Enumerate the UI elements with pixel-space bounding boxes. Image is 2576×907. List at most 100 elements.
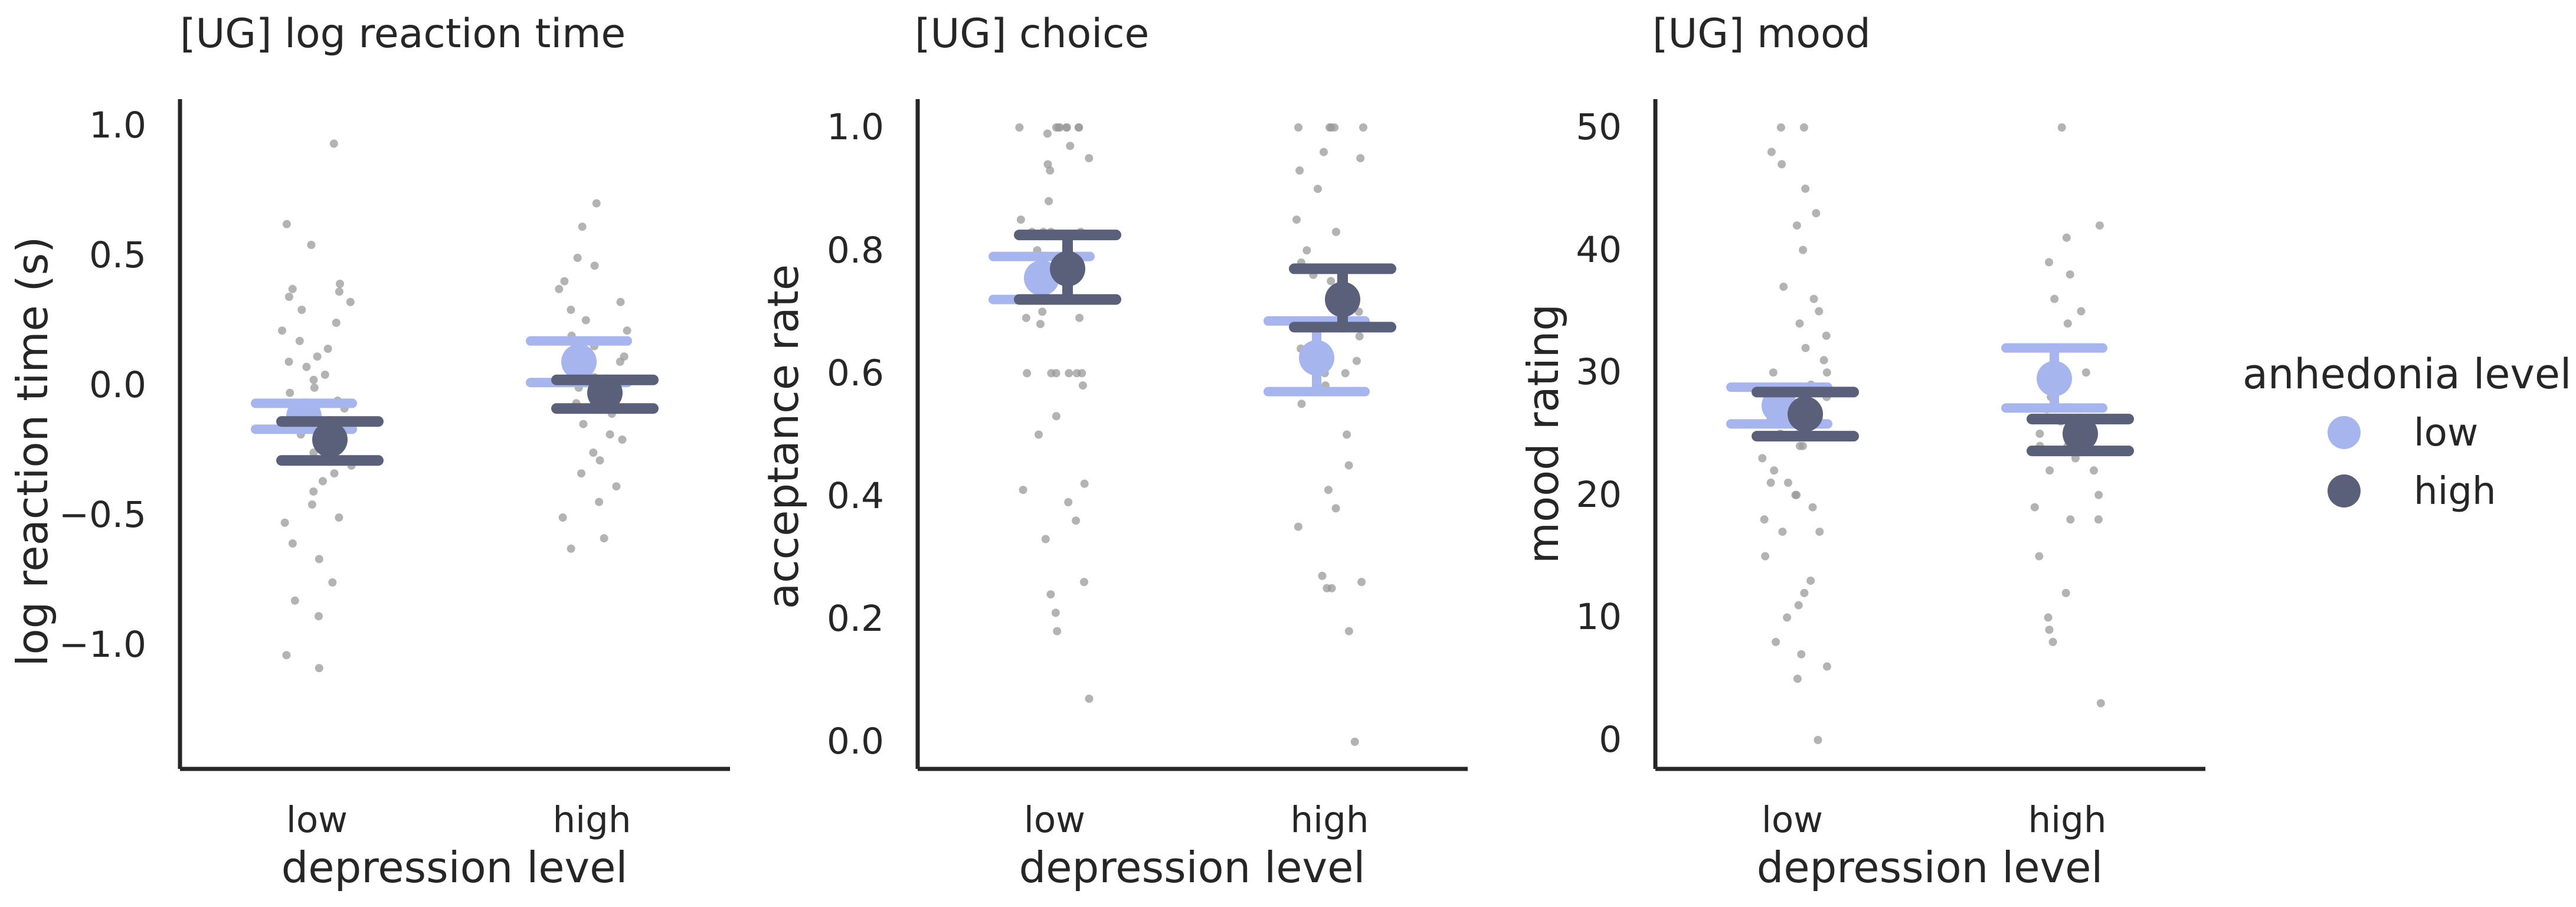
mean-point-low xyxy=(2037,361,2072,397)
raw-data-point xyxy=(2095,221,2104,230)
raw-data-point xyxy=(1767,148,1776,156)
raw-data-point xyxy=(1778,528,1787,536)
raw-data-point xyxy=(1072,516,1081,525)
raw-data-point xyxy=(346,297,355,306)
y-tick-label: −0.5 xyxy=(59,494,146,536)
raw-data-point xyxy=(1035,430,1043,439)
raw-data-point xyxy=(1355,332,1364,340)
raw-data-point xyxy=(595,456,604,465)
y-tick-label: 1.0 xyxy=(89,104,146,146)
raw-data-point xyxy=(2048,637,2057,646)
chart-marks xyxy=(178,99,2205,771)
mean-point-low xyxy=(561,344,597,379)
raw-data-point xyxy=(2081,368,2090,377)
y-tick-label: 1.0 xyxy=(827,106,884,148)
raw-data-point xyxy=(1085,695,1094,703)
legend-marker-low xyxy=(2328,416,2361,449)
raw-data-point xyxy=(288,284,297,293)
mean-point-high xyxy=(587,375,623,411)
raw-data-point xyxy=(1045,197,1053,205)
y-tick-label: 0.0 xyxy=(89,364,146,406)
raw-data-point xyxy=(2077,307,2086,316)
raw-data-point xyxy=(1065,369,1073,378)
raw-data-point xyxy=(578,222,587,231)
raw-data-point xyxy=(592,199,601,208)
raw-data-point xyxy=(1053,627,1062,636)
raw-data-point xyxy=(1344,627,1353,636)
raw-data-point xyxy=(318,477,327,486)
raw-data-point xyxy=(600,534,608,543)
raw-data-point xyxy=(2045,466,2054,475)
y-tick-label: −1.0 xyxy=(59,624,146,666)
x-tick-label: low xyxy=(1024,799,1085,841)
mean-point-high xyxy=(1788,396,1823,432)
raw-data-point xyxy=(2061,588,2070,597)
panel-choice: [UG] choice acceptance rate 1.0 0.8 0.6 … xyxy=(758,11,1369,892)
mean-point-high xyxy=(1325,281,1360,317)
y-tick-label: 0.6 xyxy=(827,352,884,394)
raw-data-point xyxy=(2096,699,2105,708)
raw-data-point xyxy=(288,539,297,548)
raw-data-point xyxy=(1800,588,1809,597)
raw-data-point xyxy=(1344,461,1353,470)
raw-data-point xyxy=(336,280,344,288)
raw-data-point xyxy=(1808,503,1817,512)
raw-data-point xyxy=(1806,577,1815,585)
raw-data-point xyxy=(1783,613,1792,622)
panel-title: [UG] log reaction time xyxy=(180,11,626,57)
raw-data-point xyxy=(1797,650,1806,659)
y-tick-label: 0.0 xyxy=(827,721,884,762)
raw-data-point xyxy=(1036,320,1045,329)
raw-data-point xyxy=(1066,142,1075,150)
raw-data-point xyxy=(309,448,318,457)
raw-data-point xyxy=(1302,246,1311,255)
raw-data-point xyxy=(302,362,311,371)
raw-data-point xyxy=(1822,662,1831,671)
raw-data-point xyxy=(2094,515,2103,524)
raw-data-point xyxy=(616,358,624,366)
y-tick-label: 40 xyxy=(1576,229,1622,271)
raw-data-point xyxy=(1072,369,1081,378)
x-axis-label: depression level xyxy=(1019,843,1366,892)
raw-data-point xyxy=(1318,571,1327,580)
raw-data-point xyxy=(315,555,323,564)
x-tick-label: high xyxy=(553,799,631,841)
y-tick-label: 0.8 xyxy=(827,230,884,271)
raw-data-point xyxy=(1815,307,1824,316)
raw-data-point xyxy=(1819,356,1828,365)
raw-data-point xyxy=(2045,258,2054,267)
raw-data-point xyxy=(328,578,337,587)
raw-data-point xyxy=(560,277,569,286)
raw-data-point xyxy=(1320,148,1328,156)
raw-data-point xyxy=(1341,369,1350,378)
raw-data-point xyxy=(2066,515,2075,524)
x-tick-label: high xyxy=(1291,799,1369,841)
raw-data-point xyxy=(320,371,329,379)
y-tick-label: 30 xyxy=(1576,351,1622,393)
raw-data-point xyxy=(1792,490,1801,499)
raw-data-point xyxy=(1357,578,1366,587)
raw-data-point xyxy=(1046,590,1055,599)
raw-data-point xyxy=(595,497,604,506)
x-axis-label: depression level xyxy=(282,843,628,892)
raw-data-point xyxy=(310,384,319,392)
raw-data-point xyxy=(581,316,590,325)
panel-title: [UG] mood xyxy=(1652,11,1871,57)
raw-data-point xyxy=(1324,486,1333,495)
raw-data-point xyxy=(332,319,341,327)
raw-data-point xyxy=(1043,129,1052,138)
raw-data-point xyxy=(1074,123,1083,132)
raw-data-point xyxy=(1078,381,1087,390)
y-tick-label: 0.4 xyxy=(827,475,884,517)
raw-data-point xyxy=(1352,356,1361,365)
raw-data-point xyxy=(284,358,293,366)
raw-data-point xyxy=(1016,215,1025,224)
raw-data-point xyxy=(1022,313,1030,322)
raw-data-point xyxy=(1015,123,1024,132)
y-axis-label: log reaction time (s) xyxy=(8,237,57,667)
legend-label-low: low xyxy=(2414,411,2478,455)
x-tick-label: low xyxy=(1762,799,1823,841)
raw-data-point xyxy=(1023,369,1032,378)
raw-data-point xyxy=(315,612,323,621)
